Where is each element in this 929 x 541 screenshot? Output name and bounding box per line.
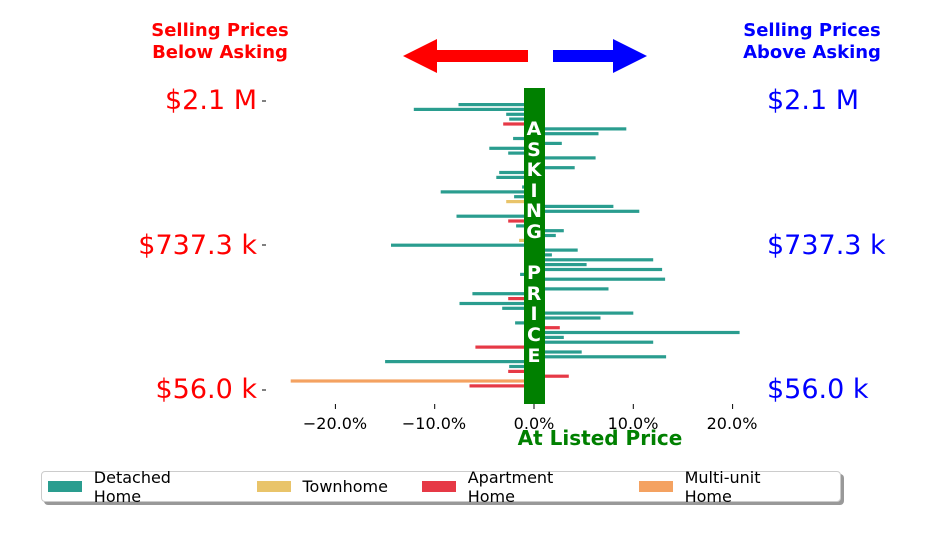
y-tick-label-left: $56.0 k (155, 374, 257, 405)
legend-swatch (638, 481, 673, 492)
x-tick-label: 0.0% (513, 414, 555, 433)
legend-swatch (256, 481, 291, 492)
bar (508, 297, 534, 301)
bar (534, 141, 562, 145)
bar (534, 335, 564, 339)
bar (502, 306, 534, 310)
band-letter: R (526, 282, 542, 305)
asking-price-band (524, 88, 545, 404)
band-letter: G (526, 221, 542, 243)
bar (534, 311, 634, 315)
bar (534, 326, 560, 330)
bar (459, 301, 534, 306)
bar-group (290, 103, 740, 388)
bar (509, 117, 534, 121)
bar (534, 166, 575, 170)
bar (534, 277, 666, 281)
band-letter: P (527, 262, 541, 285)
x-tick-label: 20.0% (706, 414, 758, 433)
bar (534, 258, 654, 262)
bar (534, 248, 578, 252)
y-tick-label-left: $2.1 M (165, 85, 257, 116)
bar (534, 209, 640, 213)
legend-item-apartment: Apartment Home (421, 467, 605, 506)
bar (391, 243, 534, 247)
legend-label: Townhome (302, 477, 388, 496)
legend-item-detached: Detached Home (48, 468, 223, 506)
bar (475, 345, 534, 349)
bar (456, 214, 534, 218)
y-tick-label-right: $737.3 k (767, 230, 886, 261)
bar (534, 127, 627, 131)
band-letter: I (530, 179, 538, 202)
y-tick-label-right: $56.0 k (767, 374, 869, 405)
bar (499, 170, 534, 175)
above-asking-header: Selling Prices Above Asking (712, 20, 912, 64)
y-tick-label-right: $2.1 M (767, 85, 859, 116)
bar (413, 107, 534, 111)
bar (534, 229, 564, 233)
below-asking-header: Selling Prices Below Asking (120, 20, 320, 64)
band-letter: S (527, 138, 541, 161)
bar (458, 103, 534, 107)
band-letter: I (530, 303, 538, 326)
x-tick-label: 10.0% (607, 414, 659, 433)
bar (534, 156, 596, 160)
legend-label: Apartment Home (467, 467, 554, 506)
bar (385, 360, 534, 364)
bar (534, 287, 609, 291)
legend-item-multi-unit: Multi-unit Home (638, 467, 812, 506)
legend-label: Detached Home (93, 467, 171, 506)
band-letter: N (526, 200, 542, 223)
bar (508, 219, 534, 223)
bar (513, 136, 534, 141)
bar (534, 316, 601, 320)
band-letter: K (526, 159, 542, 182)
band-letter: E (527, 344, 541, 367)
y-tick-label-left: $737.3 k (138, 230, 257, 261)
bar (534, 374, 569, 378)
x-tick-marks (334, 404, 734, 409)
bar (534, 330, 740, 335)
x-tick-label: −20.0% (302, 414, 368, 433)
bar (506, 112, 534, 116)
bar (440, 190, 534, 194)
x-axis-label: At Listed Price (517, 426, 683, 450)
legend-label: Multi-unit Home (684, 467, 761, 506)
bar (534, 132, 599, 136)
x-tick-label: −10.0% (401, 414, 467, 433)
left-arrow-icon (403, 39, 528, 73)
legend: Detached Home Townhome Apartment Home Mu… (41, 468, 841, 506)
bar (534, 340, 654, 344)
bar (469, 384, 534, 388)
legend-swatch (48, 481, 82, 492)
bar (534, 267, 663, 272)
bar (508, 369, 534, 373)
band-letter: A (526, 118, 542, 140)
bar (506, 200, 534, 204)
below-asking-header-line1: Selling Prices (151, 20, 289, 41)
below-asking-header-line2: Below Asking (152, 42, 288, 63)
band-letter: C (527, 324, 541, 346)
bar (503, 122, 534, 126)
bar (290, 379, 534, 383)
legend-item-townhome: Townhome (256, 477, 388, 496)
above-asking-header-line1: Selling Prices (743, 20, 881, 41)
bar (508, 151, 534, 155)
bar (534, 355, 667, 359)
bar (496, 175, 534, 179)
bar (472, 292, 534, 296)
above-asking-header-line2: Above Asking (743, 42, 881, 63)
legend-swatch (421, 481, 456, 492)
right-arrow-icon (553, 39, 647, 73)
y-tick-marks (262, 100, 266, 391)
bar (509, 364, 534, 369)
bar (534, 350, 582, 354)
bar (489, 146, 534, 150)
bar (534, 263, 587, 267)
bar (534, 204, 614, 208)
